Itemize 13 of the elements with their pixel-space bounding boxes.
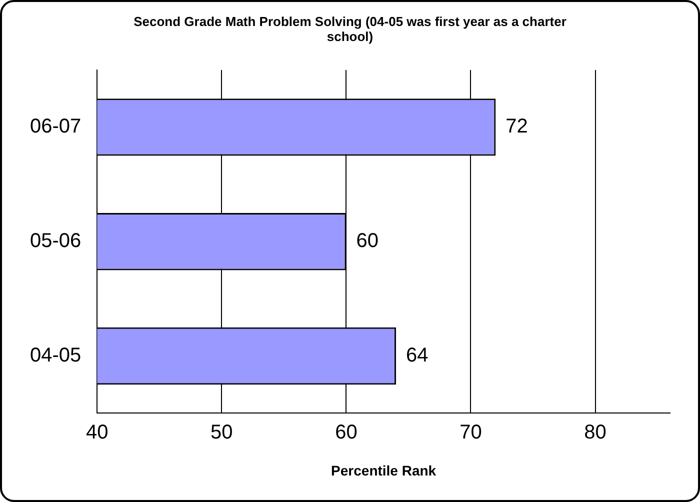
data-label: 60 xyxy=(356,230,378,252)
data-label: 72 xyxy=(506,116,528,138)
y-tick-label: 06-07 xyxy=(30,116,82,138)
x-tick-label: 60 xyxy=(335,422,358,444)
x-axis-title: Percentile Rank xyxy=(331,462,436,478)
data-label: 64 xyxy=(406,344,428,367)
y-tick-label: 05-06 xyxy=(30,230,82,252)
chart-title: Second Grade Math Problem Solving (04-05 was first year as a charter school) xyxy=(132,14,568,44)
x-tick-label: 70 xyxy=(460,422,482,444)
y-tick-label: 04-05 xyxy=(30,344,82,367)
x-tick-label: 50 xyxy=(210,422,233,444)
x-tick-label: 40 xyxy=(86,422,108,444)
x-tick-label: 80 xyxy=(584,422,606,444)
